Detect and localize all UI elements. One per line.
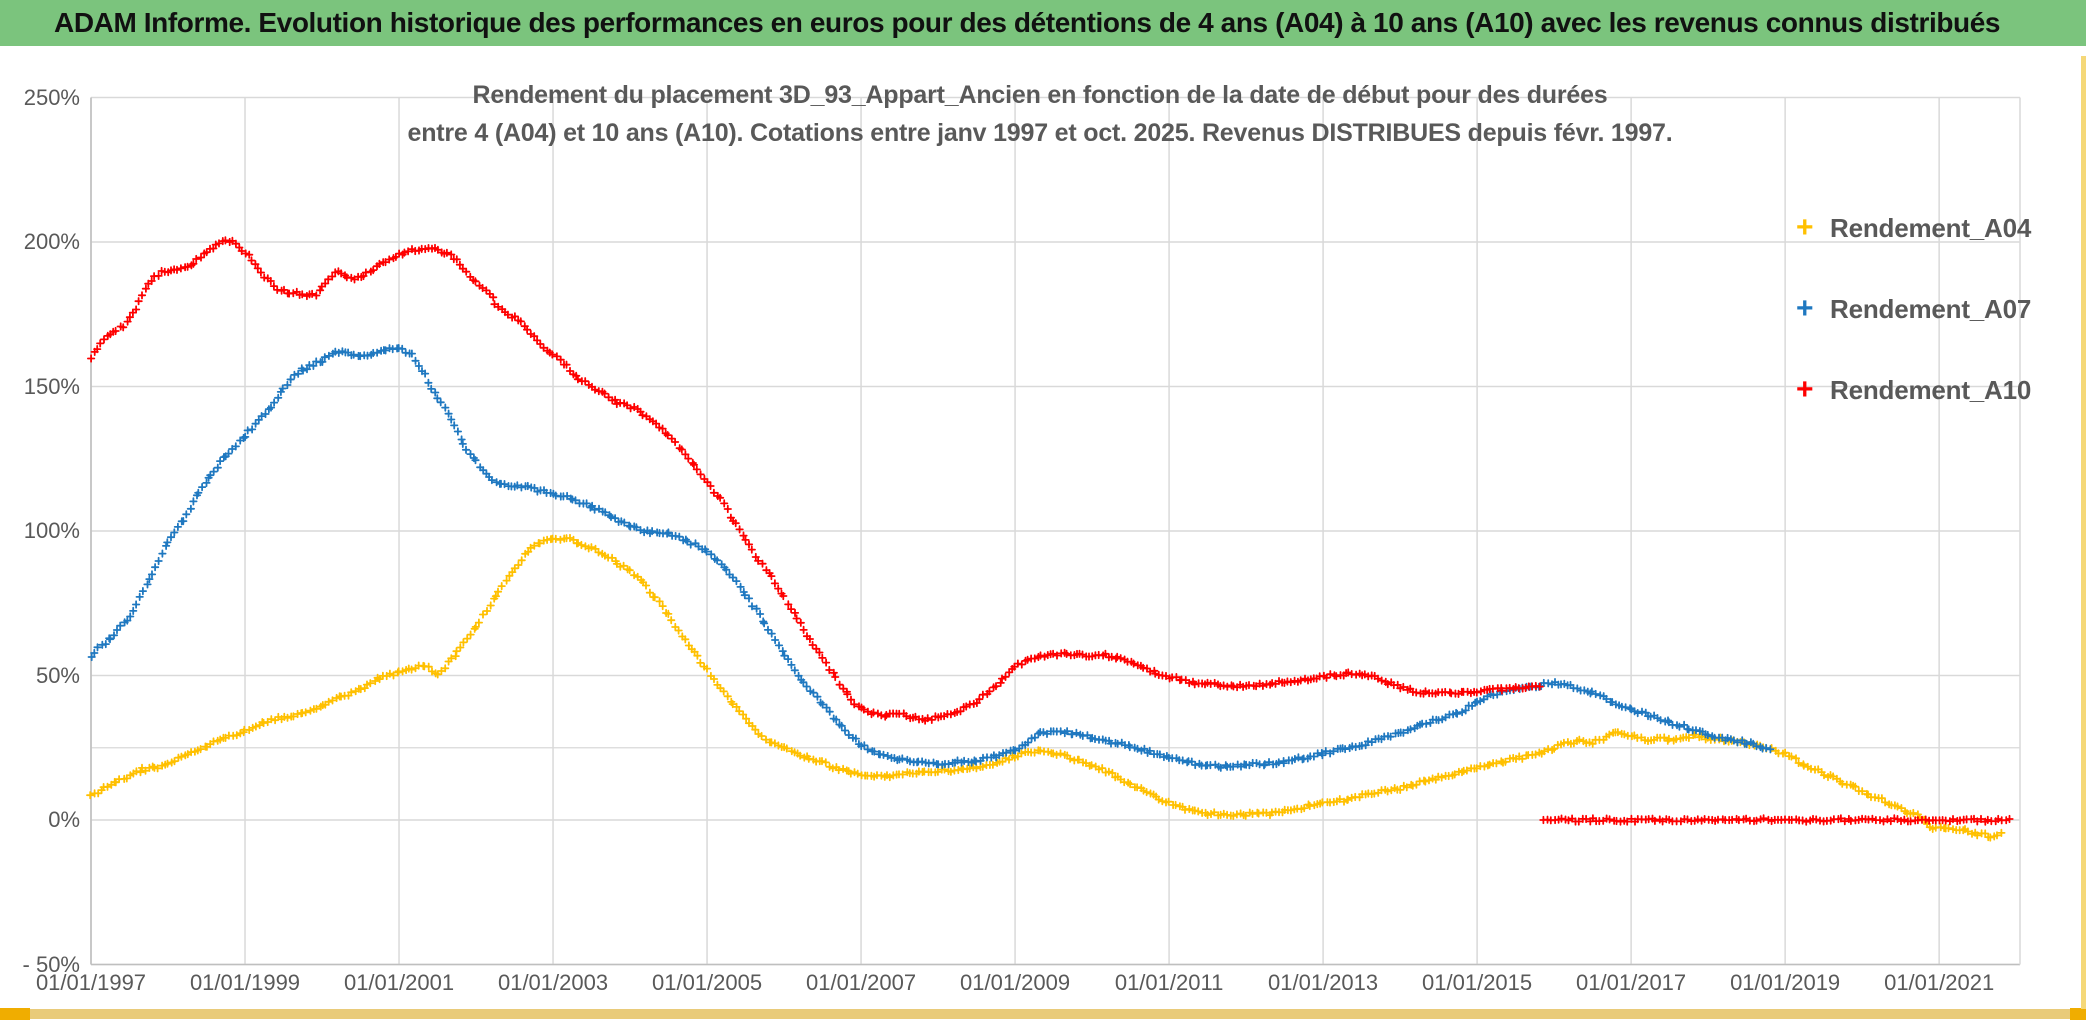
legend-label: Rendement_A07	[1830, 293, 2032, 324]
legend-item-rendement_a04[interactable]: + Rendement_A04	[1796, 206, 2031, 250]
series-rendement_a04	[86, 533, 2006, 842]
x-tick-label: 01/01/2019	[1730, 970, 1841, 995]
page-title: ADAM Informe. Evolution historique des p…	[54, 7, 2001, 38]
y-tick-label: 200%	[23, 229, 80, 254]
y-tick-label: 100%	[23, 518, 80, 543]
gold-accent-bottom-left	[0, 1008, 30, 1020]
legend-label: Rendement_A10	[1830, 374, 2032, 405]
gold-accent-bottom-right	[2070, 1008, 2086, 1020]
chart-legend: + Rendement_A04 + Rendement_A07 + Rendement_A…	[1796, 206, 2031, 449]
chart-title-line2: entre 4 (A04) et 10 ans (A10). Cotations…	[407, 119, 1673, 147]
legend-item-rendement_a10[interactable]: + Rendement_A10	[1796, 368, 2031, 412]
x-tick-label: 01/01/2017	[1576, 970, 1687, 995]
x-tick-label: 01/01/2005	[651, 970, 763, 995]
legend-marker-icon: +	[1796, 292, 1814, 325]
x-tick-label: 01/01/1999	[189, 970, 301, 995]
legend-marker-icon: +	[1796, 211, 1814, 244]
series-rendement_a07	[87, 344, 1775, 772]
y-tick-label: - 50%	[22, 951, 80, 977]
header-bar: ADAM Informe. Evolution historique des p…	[0, 0, 2086, 46]
x-tick-label: 01/01/2001	[343, 970, 455, 995]
gold-bottom-band	[0, 1009, 2086, 1019]
y-tick-label: 250%	[23, 84, 80, 110]
series-rendement_a10_flat	[1539, 814, 2014, 826]
legend-label: Rendement_A04	[1830, 212, 2032, 243]
x-tick-label: 01/01/2003	[497, 970, 609, 995]
x-tick-label: 01/01/2011	[1114, 970, 1224, 995]
y-tick-label: 0%	[48, 807, 80, 832]
legend-item-rendement_a07[interactable]: + Rendement_A07	[1796, 287, 2031, 331]
y-tick-label: 50%	[35, 662, 80, 688]
series-rendement_a10	[87, 236, 1544, 725]
x-tick-label: 01/01/2009	[960, 970, 1071, 995]
chart-title-line1: Rendement du placement 3D_93_Appart_Anci…	[472, 81, 1608, 109]
chart-title: Rendement du placement 3D_93_Appart_Anci…	[300, 76, 1780, 152]
chart-area	[0, 47, 2086, 1009]
x-tick-label: 01/01/2013	[1268, 970, 1379, 995]
legend-marker-icon: +	[1796, 373, 1814, 406]
y-tick-label: 150%	[23, 373, 80, 399]
x-tick-label: 01/01/2007	[805, 970, 917, 995]
gold-right-strip	[2081, 56, 2086, 1009]
x-tick-label: 01/01/2015	[1422, 970, 1533, 995]
x-tick-label: 01/01/1997	[35, 970, 147, 995]
x-tick-label: 01/01/2021	[1884, 970, 1995, 995]
